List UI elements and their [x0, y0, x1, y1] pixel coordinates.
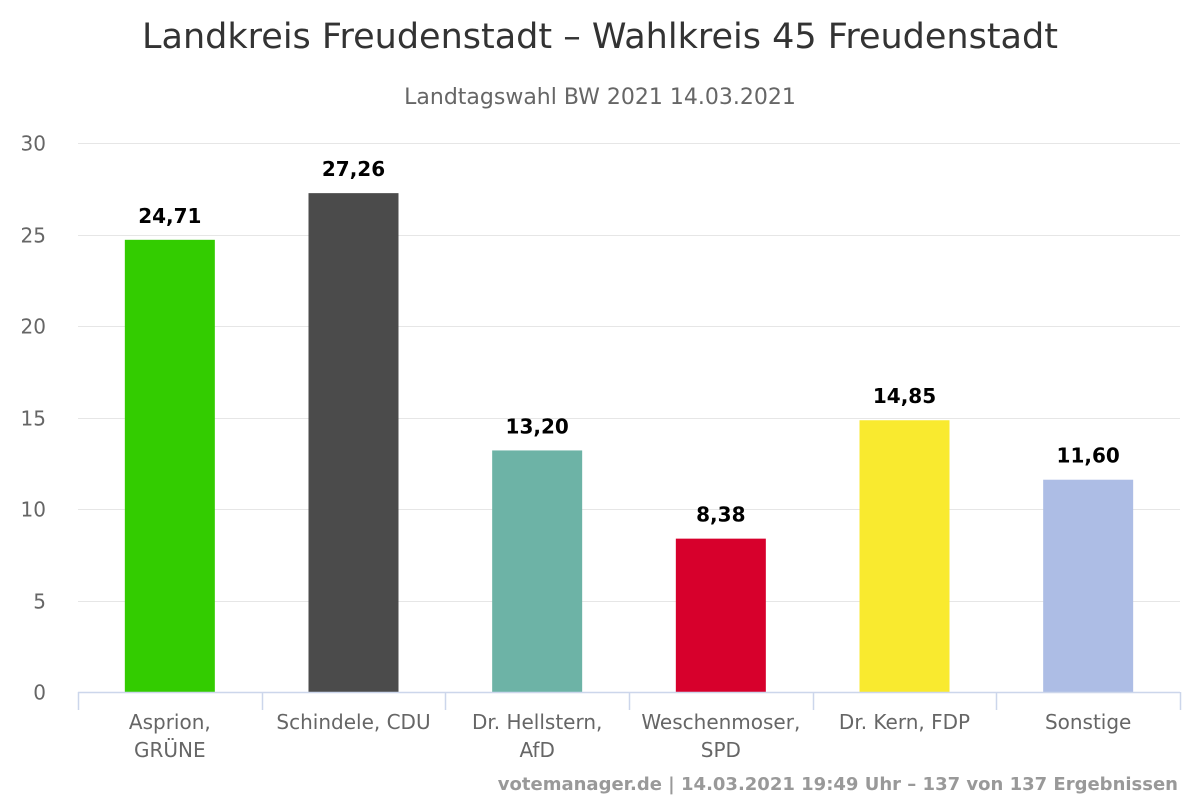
- y-tick-label: 15: [21, 407, 46, 431]
- category-label-line: Schindele, CDU: [276, 710, 430, 734]
- category-label-line: AfD: [519, 738, 554, 762]
- category-label: Dr. Hellstern, AfD: [472, 710, 602, 762]
- data-label: 11,60: [1057, 444, 1120, 468]
- category-label-line: Weschenmoser,: [641, 710, 800, 734]
- y-tick-label: 0: [33, 681, 46, 705]
- category-label-line: Asprion,: [129, 710, 211, 734]
- chart-title: Landkreis Freudenstadt – Wahlkreis 45 Fr…: [142, 17, 1058, 57]
- y-tick-label: 30: [21, 132, 46, 156]
- y-axis-ticks: 0 5 10 15 20 25 30: [21, 132, 46, 705]
- category-label: Schindele, CDU: [276, 710, 430, 734]
- grid-lines: [78, 143, 1180, 602]
- data-label: 13,20: [506, 414, 569, 438]
- data-label: 14,85: [873, 384, 936, 408]
- category-label: Weschenmoser, SPD: [641, 710, 800, 762]
- y-tick-label: 10: [21, 498, 46, 522]
- x-axis: Asprion, GRÜNE Schindele, CDU Dr. Hellstern…: [77, 691, 1182, 762]
- data-label: 24,71: [138, 204, 201, 228]
- category-label-line: Dr. Hellstern,: [472, 710, 602, 734]
- bar: [1043, 479, 1134, 692]
- bar: [124, 239, 215, 692]
- category-label-line: GRÜNE: [134, 738, 206, 762]
- y-tick-label: 25: [21, 224, 46, 248]
- bar: [675, 538, 766, 692]
- bar: [308, 193, 399, 692]
- chart-subtitle: Landtagswahl BW 2021 14.03.2021: [404, 85, 796, 110]
- category-label-line: Dr. Kern, FDP: [839, 710, 970, 734]
- category-label-line: SPD: [701, 738, 741, 762]
- bar: [492, 450, 583, 692]
- data-label: 8,38: [696, 503, 745, 527]
- category-label: Dr. Kern, FDP: [839, 710, 970, 734]
- bars: [124, 193, 1134, 692]
- category-label: Sonstige: [1045, 710, 1131, 734]
- y-tick-label: 20: [21, 315, 46, 339]
- y-tick-label: 5: [33, 590, 46, 614]
- credits-text: votemanager.de | 14.03.2021 19:49 Uhr – …: [498, 774, 1178, 795]
- category-label: Asprion, GRÜNE: [129, 710, 211, 762]
- data-labels: 24,71 27,26 13,20 8,38 14,85 11,60: [138, 157, 1120, 527]
- bar: [859, 420, 950, 692]
- data-label: 27,26: [322, 157, 385, 181]
- category-label-line: Sonstige: [1045, 710, 1131, 734]
